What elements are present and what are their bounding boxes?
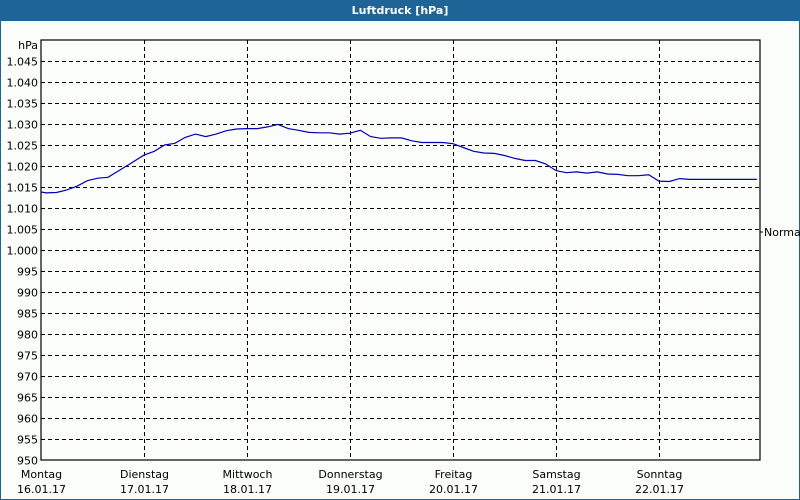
y-tick-label: 1.025 (7, 140, 39, 153)
pressure-line (40, 123, 757, 194)
x-tick-date: 20.01.17 (429, 483, 478, 496)
x-tick-day: Freitag (435, 468, 473, 481)
x-axis-ticks: Montag 16.01.17 Dienstag 17.01.17 Mittwoch 18… (17, 468, 684, 496)
y-tick-label: 975 (17, 350, 38, 363)
x-tick-date: 19.01.17 (326, 483, 375, 496)
y-tick-label: 1.035 (7, 98, 39, 111)
y-tick-label: 950 (17, 455, 38, 468)
y-tick-label: 990 (17, 287, 38, 300)
x-tick-day: Mittwoch (223, 468, 273, 481)
grid (41, 40, 760, 460)
y-tick-label: 980 (17, 329, 38, 342)
y-tick-label: 995 (17, 266, 38, 279)
y-tick-label: 1.020 (7, 161, 39, 174)
x-tick-day: Donnerstag (318, 468, 382, 481)
x-tick-day: Montag (21, 468, 62, 481)
x-tick-date: 22.01.17 (635, 483, 684, 496)
x-tick-date: 17.01.17 (120, 483, 169, 496)
normal-label: Normal (764, 226, 800, 239)
x-tick-day: Samstag (532, 468, 580, 481)
x-tick-date: 21.01.17 (532, 483, 581, 496)
y-tick-label: 1.010 (7, 203, 39, 216)
x-tick-date: 16.01.17 (17, 483, 66, 496)
plot-frame (40, 39, 761, 461)
y-tick-label: 965 (17, 392, 38, 405)
y-tick-label: 970 (17, 371, 38, 384)
x-tick-date: 18.01.17 (223, 483, 272, 496)
y-axis-ticks: 1.045 1.040 1.035 1.030 1.025 1.020 1.015 1.010… (7, 56, 39, 468)
y-tick-label: 1.040 (7, 77, 39, 90)
y-axis-unit: hPa (18, 39, 38, 52)
x-tick-day: Dienstag (120, 468, 169, 481)
y-tick-label: 960 (17, 413, 38, 426)
y-tick-label: 1.045 (7, 56, 39, 69)
y-tick-label: 955 (17, 434, 38, 447)
y-tick-label: 1.030 (7, 119, 39, 132)
x-tick-day: Sonntag (637, 468, 683, 481)
y-tick-label: 1.000 (7, 245, 39, 258)
window-title: Luftdruck [hPa] (1, 1, 799, 21)
y-tick-label: 985 (17, 308, 38, 321)
y-tick-label: 1.015 (7, 182, 39, 195)
y-tick-label: 1.005 (7, 224, 39, 237)
